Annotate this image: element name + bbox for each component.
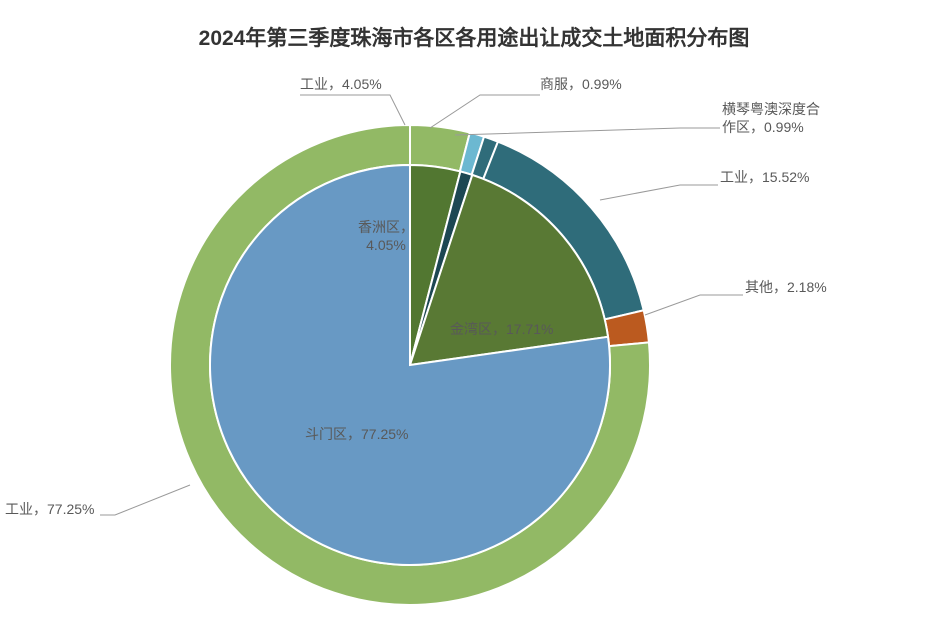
- outer-industrial-3-label: 工业，77.25%: [5, 500, 94, 518]
- inner-xiangzhou-label: 香洲区， 4.05%: [358, 218, 414, 254]
- outer-hengqin-label: 横琴粤澳深度合 作区，0.99%: [722, 100, 820, 136]
- outer-other-leader: [645, 295, 743, 315]
- outer-industrial-2-leader: [600, 185, 718, 200]
- outer-industrial-3-leader: [100, 485, 190, 515]
- outer-commercial-leader: [430, 95, 540, 128]
- outer-hengqin-leader: [455, 128, 720, 135]
- outer-industrial-2-label: 工业，15.52%: [720, 168, 809, 186]
- outer-industrial-1-label: 工业，4.05%: [300, 75, 382, 93]
- outer-industrial-1-leader: [300, 95, 405, 125]
- inner-jinwan-label: 金湾区，17.71%: [450, 320, 553, 338]
- outer-commercial-label: 商服，0.99%: [540, 75, 622, 93]
- outer-other-label: 其他，2.18%: [745, 278, 827, 296]
- inner-doumen-label: 斗门区，77.25%: [305, 425, 408, 443]
